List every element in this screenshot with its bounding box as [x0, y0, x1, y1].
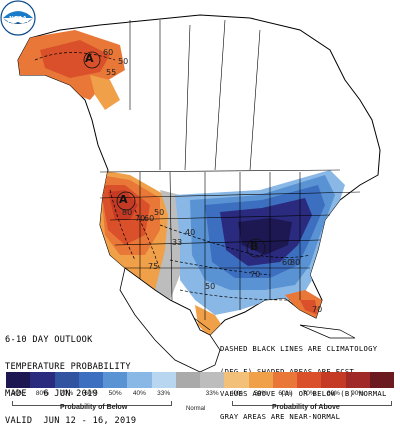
map-canvas — [17, 14, 381, 372]
legend-swatch — [297, 372, 322, 388]
climatology-lines — [34, 52, 311, 301]
noaa-logo-icon: NOAA — [0, 0, 36, 36]
contour-label: 40 — [185, 228, 196, 237]
contour-label: 60 — [103, 48, 114, 57]
legend-percent — [176, 390, 200, 400]
legend-swatch — [78, 372, 103, 388]
political-boundaries — [99, 19, 361, 331]
east-center-label: B — [250, 240, 259, 253]
notes-line1: DASHED BLACK LINES ARE CLIMATOLOGY — [220, 344, 378, 353]
notes-line2: (DEG F) SHADED AREAS ARE FCST — [220, 366, 355, 376]
contour-label: 50 — [118, 57, 129, 66]
svg-text:NOAA: NOAA — [9, 16, 27, 22]
east-center-ring — [246, 238, 266, 258]
legend-swatch — [54, 372, 79, 388]
below-caption: Probability of Below — [60, 404, 128, 411]
legend-percent: 60% — [84, 390, 98, 397]
legend-percent: 90% — [351, 390, 365, 397]
legend-percent: 40% — [229, 390, 243, 397]
legend-percent-row: 90% 80% 70% 60% 50% 40% 33% 33% 40% 50% 60% 70% 80% 9… — [6, 390, 394, 400]
legend-percent: 33% — [205, 390, 219, 397]
contour-label: 70 — [250, 270, 261, 279]
notes-line4: GRAY AREAS ARE NEAR-NORMAL — [220, 411, 341, 421]
west-center-ring — [116, 191, 136, 211]
contour-label: 60 — [144, 214, 155, 223]
legend-swatch — [345, 372, 370, 388]
contour-label: 80 — [122, 208, 133, 217]
legend-swatch — [6, 372, 31, 388]
contour-label: 55 — [106, 68, 117, 77]
outlook-title: 6-10 DAY OUTLOOK TEMPERATURE PROBABILITY… — [5, 318, 136, 444]
legend-percent: 50% — [254, 390, 268, 397]
legend-swatch — [272, 372, 297, 388]
alaska-panhandle — [90, 75, 120, 110]
contour-label: 70 — [135, 214, 146, 223]
below-bracket — [12, 401, 172, 406]
outlook-line4: VALID JUN 12 - 16, 2019 — [5, 416, 137, 426]
legend-swatch — [30, 372, 55, 388]
contour-label: 75 — [148, 262, 159, 271]
outlook-map: A A B 50 60 55 80 70 60 50 33 40 75 50 7… — [0, 0, 386, 426]
contour-label: 50 — [205, 282, 216, 291]
legend-swatch — [321, 372, 346, 388]
legend-swatch — [200, 372, 225, 388]
legend-swatch — [369, 372, 394, 388]
legend-swatch — [151, 372, 176, 388]
legend-percent: 40% — [132, 390, 146, 397]
legend-swatch — [248, 372, 273, 388]
legend-percent: 80% — [326, 390, 340, 397]
legend-percent: 80% — [35, 390, 49, 397]
above-caption: Probability of Above — [272, 404, 340, 411]
legend-percent: 60% — [278, 390, 292, 397]
legend-percent: 70% — [60, 390, 74, 397]
contour-label: 70 — [312, 305, 323, 314]
mexico-land — [119, 267, 221, 372]
legend-notes: DASHED BLACK LINES ARE CLIMATOLOGY (DEG … — [220, 330, 387, 435]
east-below-center — [238, 218, 292, 255]
legend-swatch — [175, 372, 200, 388]
above-bracket — [232, 401, 392, 406]
legend-percent: 33% — [157, 390, 171, 397]
outlook-line3: MADE 6 JUN 2019 — [5, 389, 99, 399]
legend-swatch — [127, 372, 152, 388]
notes-line3: VALUES ABOVE (A) OR BELOW (B) NORMAL — [220, 389, 387, 398]
contour-label: 80 — [290, 258, 301, 267]
outlook-line1: 6-10 DAY OUTLOOK — [5, 335, 93, 345]
west-center-label: A — [119, 193, 128, 206]
alaska-center-ring — [83, 51, 101, 69]
normal-caption: Normal — [186, 406, 206, 412]
alaska-center-label: A — [85, 52, 94, 65]
contour-label: 50 — [154, 208, 165, 217]
legend-percent — [370, 390, 394, 400]
contour-label: 33 — [172, 238, 183, 247]
legend-percent: 50% — [108, 390, 122, 397]
legend-swatch — [224, 372, 249, 388]
legend-percent: 70% — [302, 390, 316, 397]
florida-above-core — [300, 300, 318, 315]
alaska-above-core — [40, 40, 110, 78]
cuba-land — [299, 324, 356, 339]
outlook-line2: TEMPERATURE PROBABILITY — [5, 362, 131, 372]
legend-percent: 90% — [11, 390, 25, 397]
contour-label: 60 — [282, 258, 293, 267]
legend-color-bar — [6, 372, 394, 388]
legend-swatch — [103, 372, 128, 388]
